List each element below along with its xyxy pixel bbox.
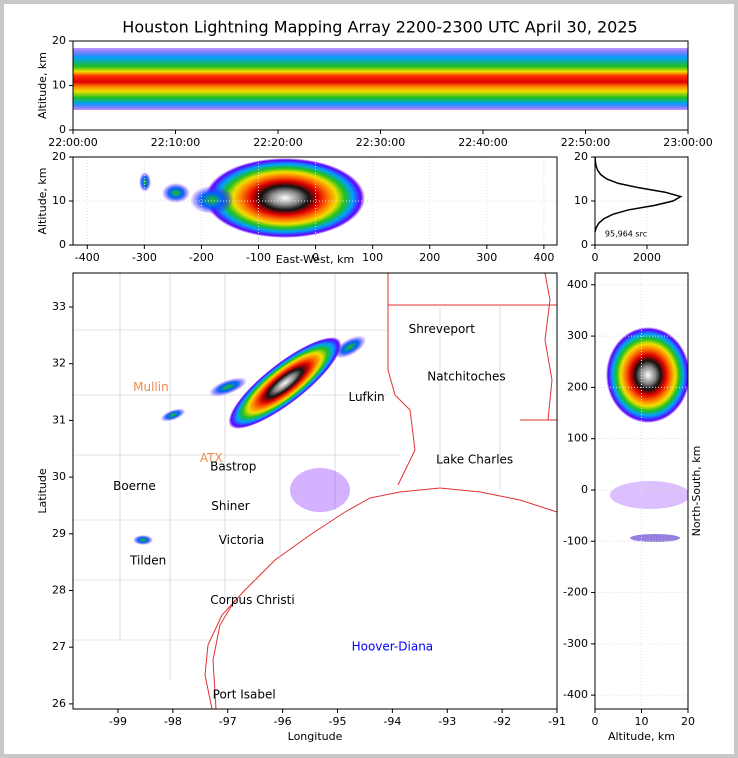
x-tick-label: 22:40:00 (458, 136, 507, 149)
x-tick-label: -400 (75, 251, 100, 264)
x-tick-label: 22:50:00 (561, 136, 610, 149)
x-tick-label: 2000 (633, 251, 661, 264)
y-tick-label: 10 (574, 194, 588, 207)
y-tick-label: 0 (581, 483, 588, 496)
chart-title: Houston Lightning Mapping Array 2200-230… (122, 18, 637, 37)
x-tick-label: -95 (329, 715, 347, 728)
y-tick-label: 0 (59, 238, 66, 251)
place-label: Boerne (113, 479, 156, 493)
plot-frame (72, 40, 689, 131)
y-tick-label: 28 (52, 584, 66, 597)
place-label: Lake Charles (436, 453, 513, 467)
x-tick-label: -200 (189, 251, 214, 264)
x-tick-label: 20 (681, 715, 695, 728)
x-tick-label: 0 (592, 251, 599, 264)
x-tick-label: 0 (312, 251, 319, 264)
altitude-histogram (594, 156, 683, 233)
plot-frame (594, 272, 689, 710)
x-axis-label: East-West, km (276, 253, 354, 266)
x-tick-label: 300 (476, 251, 497, 264)
x-tick-label: 100 (362, 251, 383, 264)
x-tick-label: -91 (548, 715, 566, 728)
y-tick-label: 300 (567, 329, 588, 342)
source-band (73, 48, 688, 110)
x-tick-label: 0 (592, 715, 599, 728)
x-axis-label: Longitude (288, 730, 343, 743)
y-tick-label: 10 (52, 194, 66, 207)
county-lines (73, 273, 501, 680)
x-tick-label: 400 (533, 251, 554, 264)
y-axis-label: North-South, km (690, 446, 703, 537)
place-label: Lufkin (348, 390, 384, 404)
y-tick-label: 0 (59, 123, 66, 136)
plot-frame (72, 272, 558, 710)
y-axis-label: Latitude (36, 468, 49, 514)
y-tick-label: 100 (567, 432, 588, 445)
x-tick-label: -93 (438, 715, 456, 728)
x-tick-label: 22:20:00 (253, 136, 302, 149)
place-label: Victoria (219, 533, 265, 547)
x-tick-label: 22:00:00 (48, 136, 97, 149)
x-tick-label: 10 (635, 715, 649, 728)
annotation: 95,964 src (605, 230, 647, 239)
y-tick-label: 200 (567, 380, 588, 393)
place-label: Hoover-Diana (352, 640, 434, 654)
y-tick-label: -200 (563, 586, 588, 599)
x-axis-label: Altitude, km (608, 730, 675, 743)
y-tick-label: -100 (563, 534, 588, 547)
place-label: Natchitoches (427, 369, 505, 383)
x-tick-label: -96 (274, 715, 292, 728)
x-tick-label: -94 (383, 715, 401, 728)
y-tick-label: 33 (52, 300, 66, 313)
y-tick-label: 0 (581, 238, 588, 251)
place-label: Port Isabel (213, 687, 276, 701)
y-tick-label: 20 (52, 34, 66, 47)
place-label: ATX (200, 451, 223, 465)
y-tick-label: 32 (52, 357, 66, 370)
y-tick-label: 31 (52, 413, 66, 426)
y-tick-label: 30 (52, 470, 66, 483)
y-tick-label: 400 (567, 278, 588, 291)
y-tick-label: 20 (52, 150, 66, 163)
y-tick-label: 26 (52, 697, 66, 710)
x-tick-label: 22:30:00 (356, 136, 405, 149)
y-tick-label: 10 (52, 79, 66, 92)
place-label: Shreveport (409, 322, 476, 336)
y-tick-label: 20 (574, 150, 588, 163)
x-tick-label: -92 (493, 715, 511, 728)
storm-ns (606, 327, 688, 542)
x-tick-label: 22:10:00 (151, 136, 200, 149)
x-tick-label: -97 (219, 715, 237, 728)
y-axis-label: Altitude, km (36, 52, 49, 119)
storm-map (133, 335, 367, 545)
x-tick-label: -98 (164, 715, 182, 728)
map-borders (204, 272, 558, 710)
x-tick-label: -99 (109, 715, 127, 728)
x-tick-label: 200 (419, 251, 440, 264)
y-tick-label: -400 (563, 688, 588, 701)
plot-frame (594, 156, 689, 246)
place-label: Bastrop (210, 459, 256, 473)
x-tick-label: -300 (132, 251, 157, 264)
y-tick-label: -300 (563, 637, 588, 650)
place-label: Corpus Christi (210, 593, 295, 607)
place-label: Mullin (133, 380, 169, 394)
plot-frame (72, 156, 558, 246)
place-label: Shiner (211, 499, 250, 513)
y-tick-label: 27 (52, 640, 66, 653)
y-axis-label: Altitude, km (36, 167, 49, 234)
y-tick-label: 29 (52, 527, 66, 540)
x-tick-label: 23:00:00 (663, 136, 712, 149)
x-tick-label: -100 (246, 251, 271, 264)
place-label: Tilden (129, 554, 166, 568)
